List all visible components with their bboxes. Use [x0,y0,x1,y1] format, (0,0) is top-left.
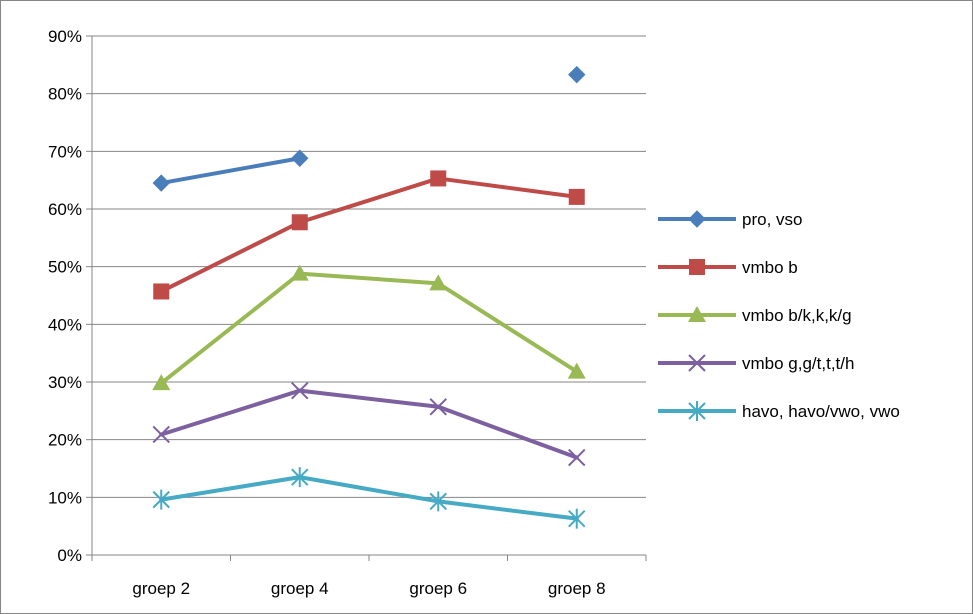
marker-stroke [152,425,170,444]
series-2 [152,264,586,391]
y-tick-label: 70% [48,142,82,161]
legend-label: vmbo g,g/t,t,t/h [742,354,854,373]
data-point [152,425,170,444]
data-point [568,448,586,467]
series-3 [152,381,586,467]
x-tick-label: groep 6 [409,579,467,598]
series-line-segment [159,388,302,437]
data-point [429,491,447,512]
data-point [153,283,170,300]
y-tick-label: 30% [48,373,82,392]
series-line-segment [297,388,441,409]
y-tick-label: 50% [48,258,82,277]
data-point [290,264,309,281]
legend-item: vmbo b [658,258,798,277]
legend-label: pro, vso [742,210,802,229]
marker-stroke [291,381,309,400]
data-point [152,174,170,192]
legend-marker [689,259,705,275]
data-point [568,65,586,84]
data-point [429,398,447,416]
series-1 [153,170,585,300]
y-tick-label: 40% [48,315,82,334]
legend-marker [688,354,706,372]
series-line-segment [436,281,579,374]
marker-stroke [568,448,586,467]
legend-marker [688,401,706,421]
data-point [429,274,448,291]
marker-stroke [429,398,447,416]
legend: pro, vso vmbo b vmbo b/k,k,k/g vmbo g,g/t,t… [658,210,900,421]
data-point [152,489,170,510]
series-line-segment [297,271,441,286]
y-tick-label: 10% [48,488,82,507]
data-point [568,188,585,205]
marker-stroke [688,354,706,372]
legend-item: pro, vso [658,210,802,229]
y-tick-label: 60% [48,200,82,219]
data-point [430,170,447,187]
data-point [291,381,309,400]
legend-item: vmbo g,g/t,t,t/h [658,354,854,373]
x-tick-label: groep 8 [548,579,606,598]
series-0 [152,65,586,192]
data-point [291,149,309,167]
series-line-segment [159,156,302,186]
legend-item: havo, havo/vwo, vwo [658,401,900,421]
series-line-segment [159,271,302,386]
series-line-segment [159,475,302,502]
series-line-segment [297,475,441,504]
legend-label: vmbo b [742,258,798,277]
y-tick-label: 0% [57,546,82,565]
legend-marker [688,210,706,228]
series-line-segment [436,404,579,460]
legend-item: vmbo b/k,k,k/g [658,306,852,325]
data-point [291,214,308,231]
series-line-segment [159,220,302,294]
x-tick-label: groep 4 [271,579,329,598]
legend-marker [688,306,706,322]
series-line-segment [297,176,441,225]
y-tick-label: 20% [48,431,82,450]
data-point [152,374,171,391]
x-tick-label: groep 2 [132,579,190,598]
legend-label: havo, havo/vwo, vwo [742,402,900,421]
data-point [291,467,309,488]
series-line-segment [436,176,579,199]
series-line-segment [436,499,579,521]
y-tick-label: 80% [48,85,82,104]
data-point [567,362,586,379]
y-tick-label: 90% [48,27,82,46]
legend-label: vmbo b/k,k,k/g [742,306,852,325]
series-4 [152,467,586,529]
data-point [568,508,586,529]
